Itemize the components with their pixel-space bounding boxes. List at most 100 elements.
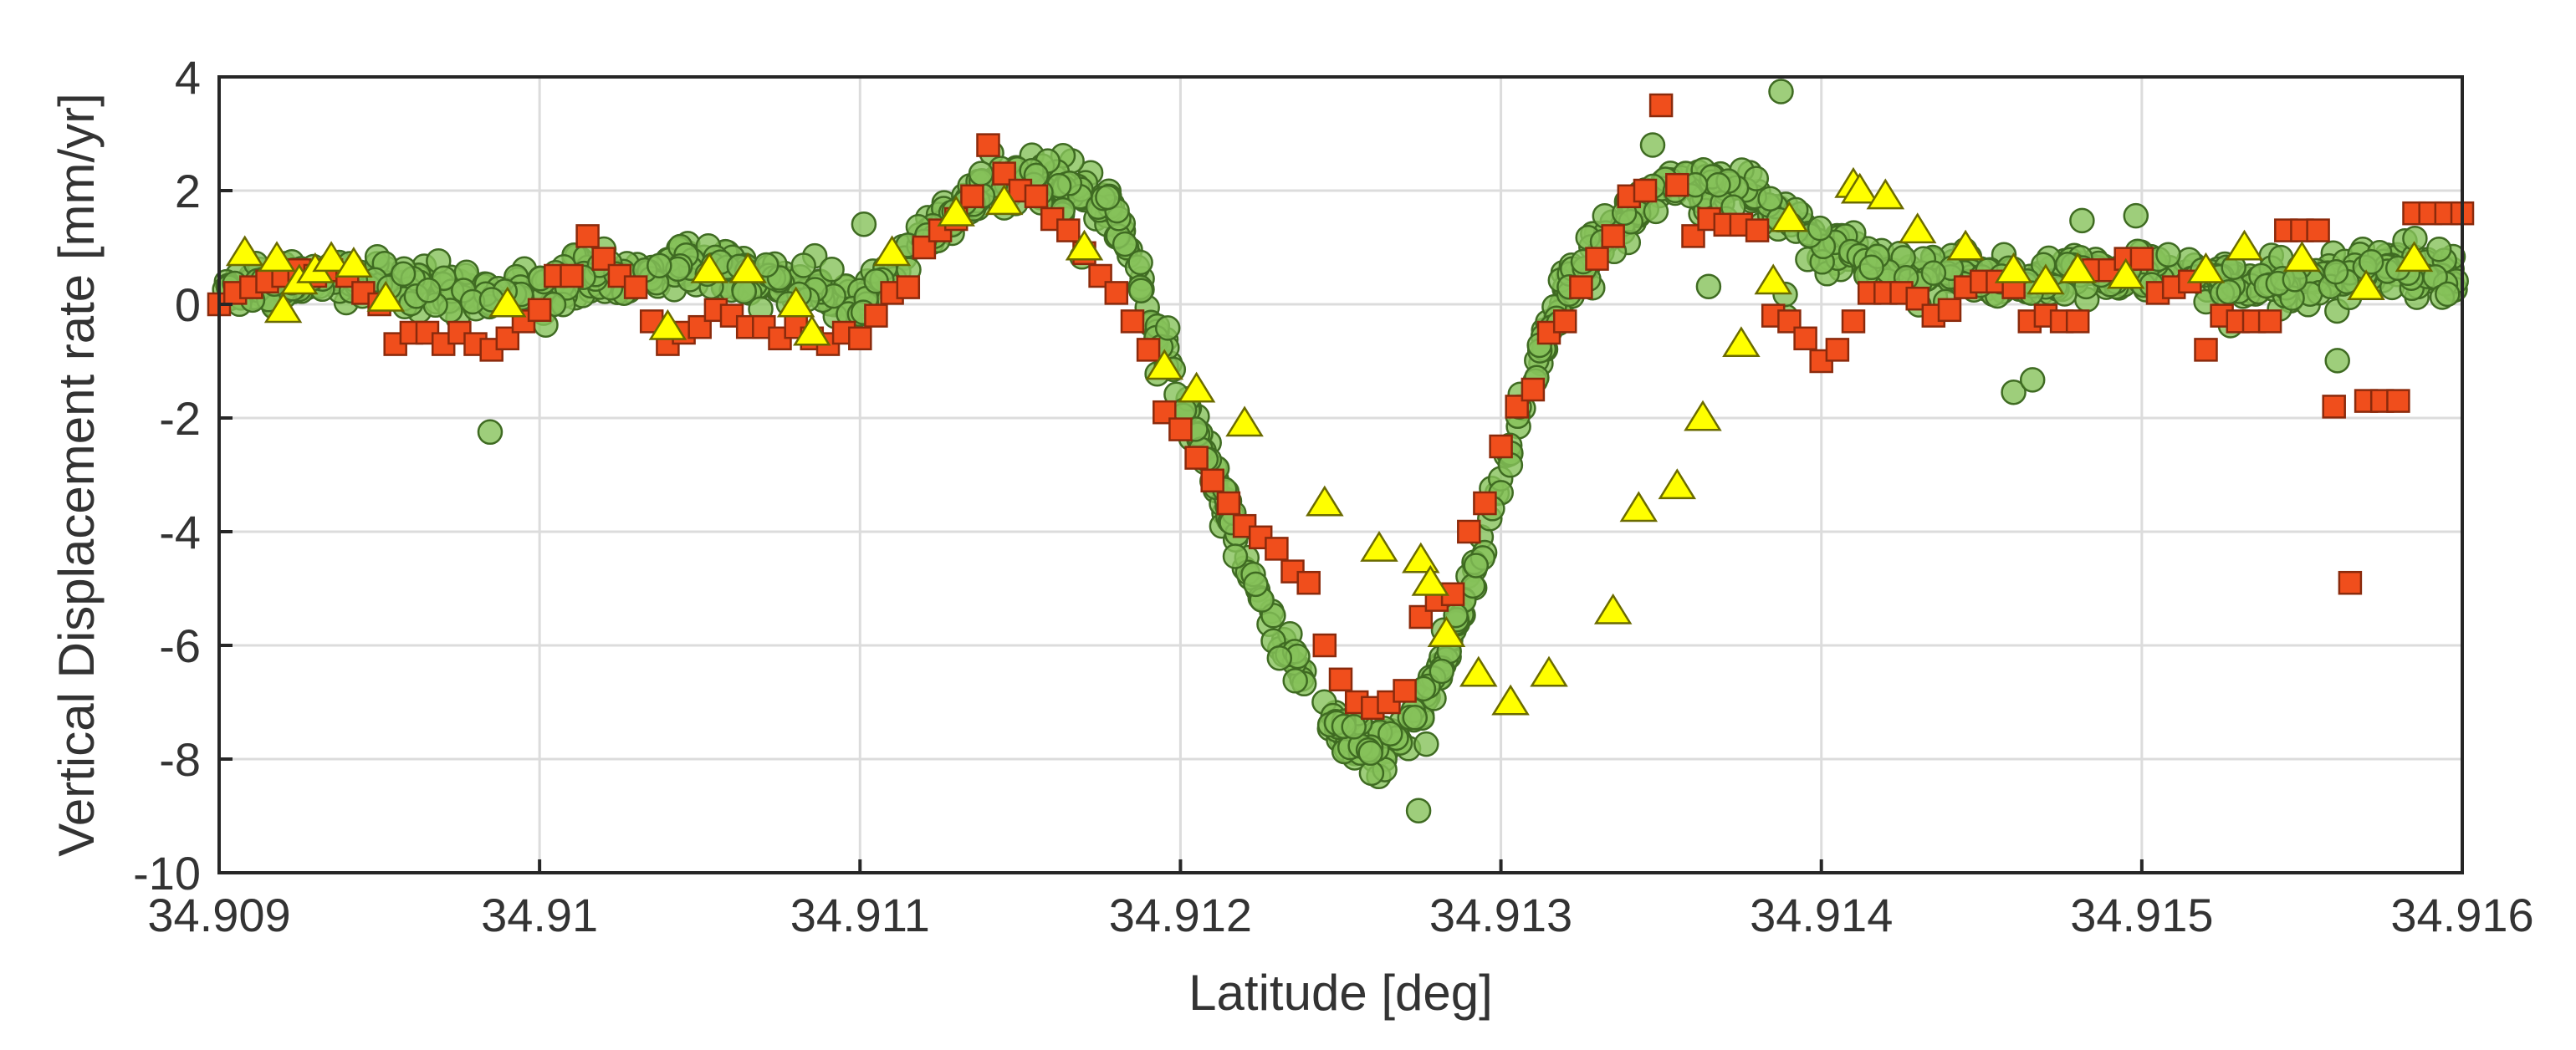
- circle-point: [2425, 236, 2452, 262]
- circle-point: [1282, 668, 1308, 694]
- circle-point: [1222, 543, 1249, 569]
- square-point: [560, 263, 584, 288]
- triangle-point: [1866, 178, 1905, 210]
- square-point: [1665, 172, 1689, 197]
- circle-point: [2001, 379, 2027, 405]
- triangle-point: [1593, 593, 1633, 624]
- square-point: [1633, 178, 1658, 203]
- circle-point: [1266, 645, 1293, 671]
- circle-point: [1429, 658, 1455, 685]
- x-tick-label: 34.916: [2390, 889, 2533, 941]
- triangle-point: [2282, 241, 2322, 273]
- axis-ticks: 34.909 34.91 34.911 34.912 34.913 34.914 34.91…: [133, 51, 2534, 941]
- circle-point: [2123, 202, 2149, 229]
- square-point: [1569, 275, 1593, 299]
- square-point: [2129, 247, 2154, 271]
- circle-point: [1341, 714, 1367, 740]
- square-point: [2322, 395, 2346, 419]
- circle-point: [2019, 367, 2046, 393]
- square-point: [2386, 389, 2410, 413]
- circle-point: [819, 257, 845, 283]
- triangle-point: [335, 247, 373, 278]
- triangle-point: [793, 314, 831, 346]
- y-tick-label: 0: [175, 278, 201, 331]
- triangle-point: [2347, 269, 2385, 301]
- square-point: [1153, 400, 1177, 425]
- square-point: [1841, 309, 1866, 334]
- triangle-point: [1722, 326, 1761, 358]
- circle-point: [1402, 705, 1429, 731]
- square-point: [1216, 491, 1241, 516]
- square-point: [1120, 309, 1145, 334]
- circle-point: [1128, 278, 1154, 303]
- triangle-point: [1946, 229, 1985, 261]
- triangle-point: [1177, 371, 1216, 403]
- triangle-point: [263, 292, 303, 324]
- square-point: [1056, 218, 1081, 242]
- square-point: [976, 133, 1000, 157]
- triangle-point: [690, 252, 728, 283]
- circle-point: [2216, 278, 2241, 305]
- triangle-point: [2395, 241, 2434, 273]
- square-point: [864, 303, 888, 328]
- triangle-point: [488, 286, 527, 318]
- square-point: [527, 298, 552, 323]
- triangle-point: [1411, 564, 1450, 596]
- circle-point: [1639, 132, 1666, 158]
- circle-point: [1807, 215, 1833, 242]
- circle-point: [416, 278, 442, 303]
- triangle-point: [1530, 655, 1568, 687]
- square-point: [639, 309, 664, 334]
- triangle-point: [1065, 229, 1104, 261]
- triangle-point: [1402, 542, 1440, 573]
- triangle-point: [776, 286, 815, 318]
- circle-point: [1463, 553, 1490, 579]
- plot-frame: [217, 75, 2464, 874]
- circle-point: [477, 419, 503, 446]
- x-tick-label: 34.915: [2070, 889, 2213, 941]
- square-point: [1601, 224, 1625, 248]
- triangle-point: [1898, 212, 1937, 244]
- circle-point: [1405, 798, 1432, 823]
- square-point: [1104, 281, 1129, 305]
- x-tick-label: 34.91: [481, 889, 598, 941]
- triangle-point: [1619, 491, 1659, 522]
- square-point: [1328, 667, 1353, 692]
- triangle-point: [1840, 172, 1879, 204]
- x-tick-label: 34.911: [790, 889, 930, 941]
- circle-point: [1768, 79, 1794, 104]
- circle-point: [2358, 249, 2384, 275]
- square-point: [1521, 377, 1546, 402]
- square-point: [1296, 570, 1321, 595]
- circle-point: [1757, 186, 1783, 212]
- circle-point: [1695, 273, 1722, 299]
- square-point: [1393, 679, 1417, 703]
- triangle-point: [1459, 655, 1498, 687]
- y-tick-label: -8: [159, 733, 201, 786]
- triangle-point: [872, 235, 912, 267]
- triangle-point: [937, 195, 975, 227]
- square-point: [623, 275, 648, 299]
- square-point: [1681, 224, 1705, 248]
- square-point: [1825, 338, 1850, 362]
- square-point: [1168, 417, 1193, 441]
- triangle-point: [1360, 531, 1398, 562]
- circle-point: [1112, 231, 1138, 257]
- square-point: [2194, 338, 2218, 362]
- circle-point: [1920, 260, 1947, 286]
- square-point: [2306, 218, 2330, 242]
- square-point: [1473, 491, 1497, 516]
- square-point: [1136, 338, 1161, 362]
- triangle-point: [1770, 201, 1809, 232]
- triangle-point: [1491, 684, 1530, 716]
- circle-point: [1858, 254, 1884, 281]
- circle-point: [851, 211, 877, 237]
- triangle-point: [1225, 405, 1264, 437]
- x-tick-label: 34.912: [1109, 889, 1252, 941]
- circle-point: [1377, 721, 1403, 747]
- circle-point: [390, 261, 417, 288]
- circle-point: [1413, 731, 1439, 757]
- square-point: [2338, 570, 2363, 595]
